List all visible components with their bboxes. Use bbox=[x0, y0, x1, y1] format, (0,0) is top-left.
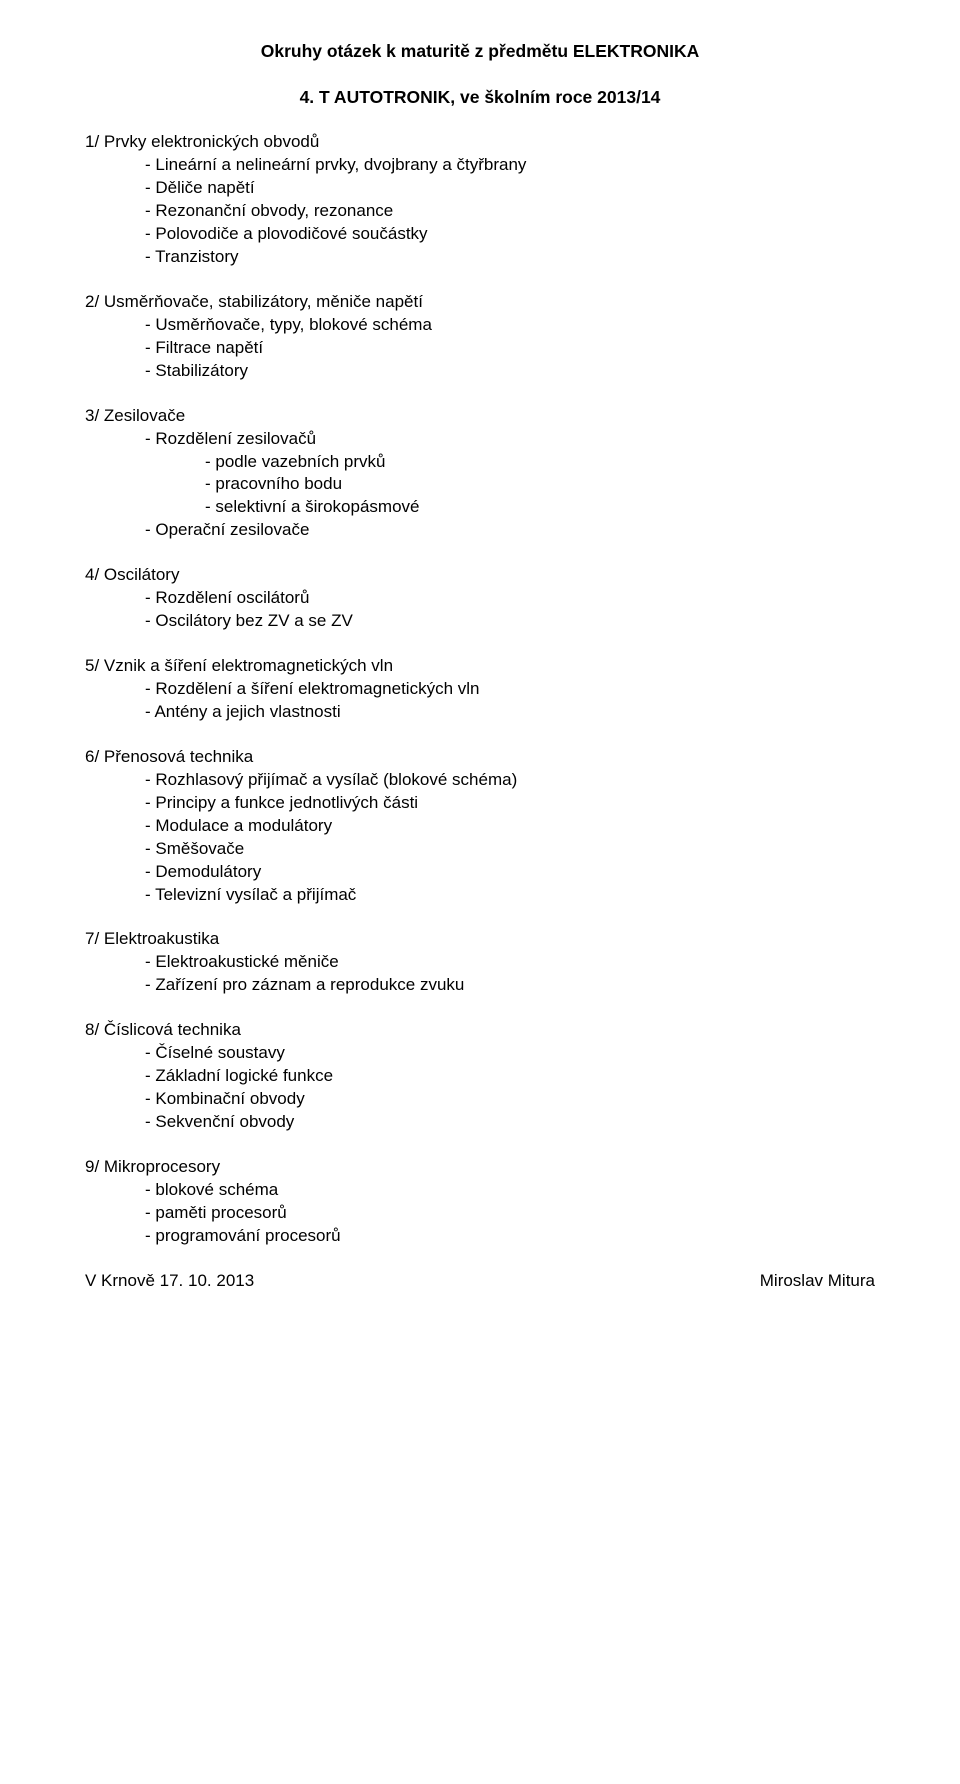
section-1-title: 1/ Prvky elektronických obvodů bbox=[85, 131, 875, 154]
list-item: - Rozdělení oscilátorů bbox=[85, 587, 875, 610]
footer-date-location: V Krnově 17. 10. 2013 bbox=[85, 1270, 254, 1293]
footer: V Krnově 17. 10. 2013 Miroslav Mitura bbox=[85, 1270, 875, 1293]
list-item: - Oscilátory bez ZV a se ZV bbox=[85, 610, 875, 633]
list-item: - Rezonanční obvody, rezonance bbox=[85, 200, 875, 223]
list-item: - blokové schéma bbox=[85, 1179, 875, 1202]
section-7-title: 7/ Elektroakustika bbox=[85, 928, 875, 951]
list-sub-item: - selektivní a širokopásmové bbox=[85, 496, 875, 519]
document-title-line2: 4. T AUTOTRONIK, ve školním roce 2013/14 bbox=[85, 86, 875, 110]
list-item: - Tranzistory bbox=[85, 246, 875, 269]
list-item: - Usměrňovače, typy, blokové schéma bbox=[85, 314, 875, 337]
list-item: - Antény a jejich vlastnosti bbox=[85, 701, 875, 724]
list-item: - Rozdělení a šíření elektromagnetických… bbox=[85, 678, 875, 701]
list-item: - paměti procesorů bbox=[85, 1202, 875, 1225]
section-1: 1/ Prvky elektronických obvodů - Lineárn… bbox=[85, 131, 875, 269]
list-item: - Operační zesilovače bbox=[85, 519, 875, 542]
list-item: - Rozhlasový přijímač a vysílač (blokové… bbox=[85, 769, 875, 792]
list-item: - Lineární a nelineární prvky, dvojbrany… bbox=[85, 154, 875, 177]
section-9-title: 9/ Mikroprocesory bbox=[85, 1156, 875, 1179]
list-item: - Elektroakustické měniče bbox=[85, 951, 875, 974]
list-sub-item: - podle vazebních prvků bbox=[85, 451, 875, 474]
section-8-title: 8/ Číslicová technika bbox=[85, 1019, 875, 1042]
section-6-title: 6/ Přenosová technika bbox=[85, 746, 875, 769]
section-2: 2/ Usměrňovače, stabilizátory, měniče na… bbox=[85, 291, 875, 383]
list-item: - Směšovače bbox=[85, 838, 875, 861]
list-item: - Demodulátory bbox=[85, 861, 875, 884]
list-item: - Televizní vysílač a přijímač bbox=[85, 884, 875, 907]
list-item: - Děliče napětí bbox=[85, 177, 875, 200]
section-4: 4/ Oscilátory - Rozdělení oscilátorů - O… bbox=[85, 564, 875, 633]
section-3-title: 3/ Zesilovače bbox=[85, 405, 875, 428]
section-4-title: 4/ Oscilátory bbox=[85, 564, 875, 587]
document-title-line1: Okruhy otázek k maturitě z předmětu ELEK… bbox=[85, 40, 875, 64]
list-item: - programování procesorů bbox=[85, 1225, 875, 1248]
section-3: 3/ Zesilovače - Rozdělení zesilovačů - p… bbox=[85, 405, 875, 543]
list-item: - Polovodiče a plovodičové součástky bbox=[85, 223, 875, 246]
list-item: - Stabilizátory bbox=[85, 360, 875, 383]
section-7: 7/ Elektroakustika - Elektroakustické mě… bbox=[85, 928, 875, 997]
list-item: - Principy a funkce jednotlivých části bbox=[85, 792, 875, 815]
list-item: - Zařízení pro záznam a reprodukce zvuku bbox=[85, 974, 875, 997]
section-5: 5/ Vznik a šíření elektromagnetických vl… bbox=[85, 655, 875, 724]
section-2-title: 2/ Usměrňovače, stabilizátory, měniče na… bbox=[85, 291, 875, 314]
section-6: 6/ Přenosová technika - Rozhlasový přijí… bbox=[85, 746, 875, 907]
footer-author: Miroslav Mitura bbox=[760, 1270, 875, 1293]
section-9: 9/ Mikroprocesory - blokové schéma - pam… bbox=[85, 1156, 875, 1248]
list-item: - Sekvenční obvody bbox=[85, 1111, 875, 1134]
list-item: - Rozdělení zesilovačů bbox=[85, 428, 875, 451]
list-item: - Číselné soustavy bbox=[85, 1042, 875, 1065]
section-8: 8/ Číslicová technika - Číselné soustavy… bbox=[85, 1019, 875, 1134]
list-item: - Filtrace napětí bbox=[85, 337, 875, 360]
list-item: - Základní logické funkce bbox=[85, 1065, 875, 1088]
section-5-title: 5/ Vznik a šíření elektromagnetických vl… bbox=[85, 655, 875, 678]
list-item: - Kombinační obvody bbox=[85, 1088, 875, 1111]
list-item: - Modulace a modulátory bbox=[85, 815, 875, 838]
list-sub-item: - pracovního bodu bbox=[85, 473, 875, 496]
